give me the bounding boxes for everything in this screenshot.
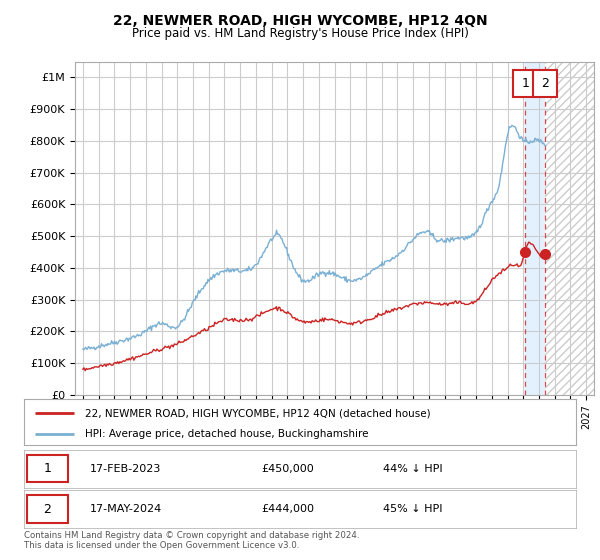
FancyBboxPatch shape [27,455,68,482]
Text: 22, NEWMER ROAD, HIGH WYCOMBE, HP12 4QN (detached house): 22, NEWMER ROAD, HIGH WYCOMBE, HP12 4QN … [85,408,430,418]
Text: Contains HM Land Registry data © Crown copyright and database right 2024.
This d: Contains HM Land Registry data © Crown c… [24,531,359,550]
Text: 1: 1 [44,462,52,475]
Text: 17-FEB-2023: 17-FEB-2023 [90,464,161,474]
Bar [545,62,594,395]
Text: Price paid vs. HM Land Registry's House Price Index (HPI): Price paid vs. HM Land Registry's House … [131,27,469,40]
Text: 2: 2 [541,77,549,90]
Text: 22, NEWMER ROAD, HIGH WYCOMBE, HP12 4QN: 22, NEWMER ROAD, HIGH WYCOMBE, HP12 4QN [113,14,487,28]
Text: 2: 2 [44,502,52,516]
Bar [545,62,594,395]
FancyBboxPatch shape [27,496,68,522]
Bar [525,62,545,395]
Text: £450,000: £450,000 [262,464,314,474]
Text: 44% ↓ HPI: 44% ↓ HPI [383,464,442,474]
Text: HPI: Average price, detached house, Buckinghamshire: HPI: Average price, detached house, Buck… [85,429,368,438]
Text: £444,000: £444,000 [262,504,314,514]
FancyBboxPatch shape [533,70,557,96]
Text: 45% ↓ HPI: 45% ↓ HPI [383,504,442,514]
FancyBboxPatch shape [514,70,537,96]
Text: 17-MAY-2024: 17-MAY-2024 [90,504,163,514]
Text: 1: 1 [521,77,529,90]
